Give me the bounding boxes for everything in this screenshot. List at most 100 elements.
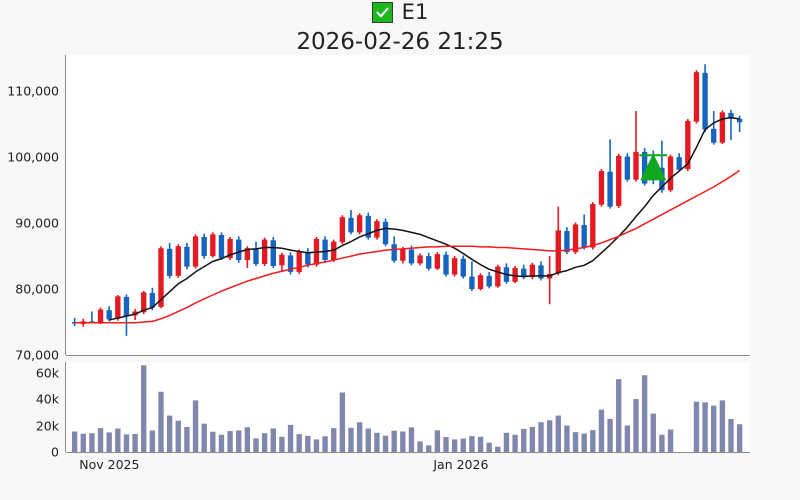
volume-bar	[365, 428, 371, 452]
volume-bar	[331, 428, 337, 452]
page-title: E1	[401, 0, 429, 24]
volume-bar	[287, 424, 294, 452]
volume-bar	[711, 405, 717, 452]
candlestick	[279, 252, 285, 272]
volume-bar	[356, 422, 363, 452]
volume-bar	[149, 430, 156, 452]
volume-bar	[546, 420, 553, 452]
volume-axis-spine	[65, 362, 66, 452]
candlestick	[261, 237, 268, 266]
volume-bar	[529, 426, 536, 452]
volume-bar	[296, 434, 302, 452]
candlestick	[374, 219, 380, 240]
x-tick-label: Jan 2026	[433, 457, 489, 472]
volume-chart-panel[interactable]	[66, 362, 750, 452]
candlestick	[451, 256, 458, 277]
candlestick	[71, 318, 78, 326]
candlestick	[702, 64, 708, 133]
volume-bar	[218, 434, 225, 452]
candlestick	[400, 246, 406, 264]
volume-bar	[313, 439, 320, 452]
candlestick	[719, 110, 726, 145]
candlestick	[512, 265, 518, 284]
candlestick	[106, 306, 112, 322]
volume-bar	[184, 426, 190, 452]
candlestick	[426, 252, 432, 271]
volume-bar	[581, 433, 587, 452]
candlestick	[495, 264, 501, 288]
volume-bar	[736, 424, 743, 452]
ma-short-line	[109, 116, 740, 321]
volume-bar	[650, 413, 656, 452]
volume-bar	[728, 418, 734, 452]
volume-bar	[400, 431, 406, 452]
candlestick	[434, 252, 441, 270]
candlestick	[382, 218, 389, 247]
volume-bar	[443, 437, 449, 452]
volume-bar	[348, 427, 354, 452]
volume-bar	[503, 432, 510, 452]
volume-bar	[71, 431, 78, 452]
volume-bar	[477, 436, 484, 452]
candlestick	[192, 234, 199, 269]
volume-bar	[572, 432, 579, 452]
volume-bar	[408, 427, 415, 452]
volume-bar	[564, 425, 570, 452]
volume-bar	[667, 429, 674, 452]
candlestick	[616, 153, 622, 208]
volume-bar	[253, 438, 259, 452]
volume-bar	[469, 436, 475, 452]
price-plot	[71, 64, 743, 336]
price-tick-label: 80,000	[15, 281, 59, 297]
candlestick	[633, 111, 639, 182]
candlestick	[417, 253, 423, 266]
volume-bar	[659, 434, 665, 452]
volume-bar	[89, 433, 95, 452]
volume-bar	[719, 400, 726, 452]
candlestick	[348, 209, 354, 235]
volume-bar	[641, 375, 648, 452]
volume-bar	[201, 423, 207, 452]
volume-bar	[244, 427, 251, 452]
volume-tick-label: 20k	[35, 418, 59, 434]
candlestick	[296, 249, 302, 274]
candlestick	[270, 236, 276, 268]
candlestick	[89, 311, 95, 323]
candlestick	[711, 111, 717, 145]
volume-bar	[495, 446, 501, 452]
x-tick-label: Nov 2025	[79, 457, 140, 472]
price-chart-panel[interactable]	[66, 55, 750, 355]
candlestick	[728, 109, 734, 141]
candlestick	[676, 153, 682, 172]
volume-bar	[115, 428, 121, 452]
candlestick	[365, 212, 371, 240]
volume-bar	[123, 434, 130, 452]
volume-bar	[702, 402, 708, 452]
price-tick-label: 100,000	[7, 149, 59, 165]
candlestick	[555, 206, 561, 276]
volume-bar	[374, 432, 380, 452]
volume-bar	[339, 392, 346, 452]
volume-bar	[279, 436, 285, 452]
volume-bar	[322, 436, 328, 452]
candlestick	[175, 244, 181, 278]
candlestick	[356, 213, 363, 235]
check-icon[interactable]	[371, 2, 393, 23]
candlestick	[477, 273, 484, 291]
volume-axis-baseline	[66, 452, 750, 453]
volume-bar	[538, 422, 544, 452]
candlestick	[460, 255, 466, 279]
candlestick	[287, 252, 294, 275]
candlestick	[469, 261, 475, 292]
candlestick	[123, 294, 130, 336]
volume-bar	[598, 409, 605, 452]
buy-signal-marker[interactable]	[639, 153, 668, 181]
volume-bar	[141, 365, 147, 452]
candlestick	[443, 251, 449, 277]
price-axis-spine	[65, 55, 66, 355]
price-tick-label: 70,000	[15, 347, 59, 363]
volume-tick-label: 60k	[35, 365, 59, 381]
chart-datetime: 2026-02-26 21:25	[296, 29, 504, 55]
ma-long-line	[74, 169, 741, 324]
volume-plot	[71, 365, 743, 452]
